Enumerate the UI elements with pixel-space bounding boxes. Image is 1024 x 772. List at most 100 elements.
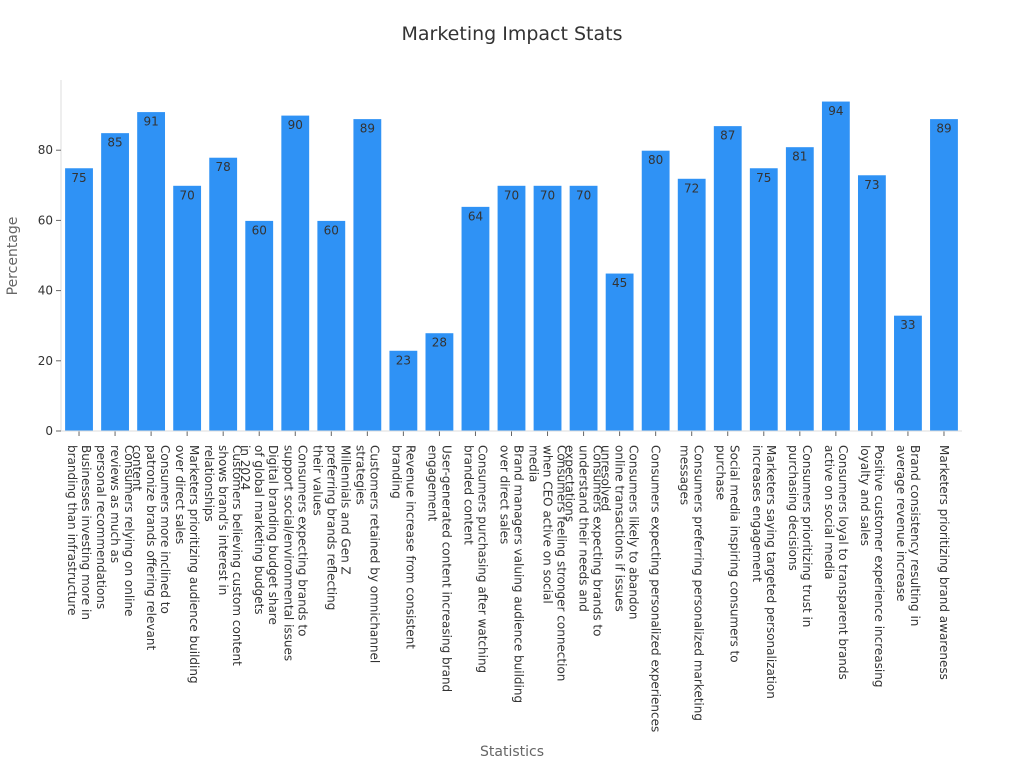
bar	[784, 146, 815, 432]
x-tick-label-line: of global marketing budgets	[252, 445, 266, 615]
x-tick-label-line: support social/environmental issues	[281, 445, 295, 661]
x-tick-label-line: media	[527, 445, 541, 482]
x-tick-label: Marketers saying targeted personalizatio…	[750, 445, 778, 699]
x-tick-label: Consumers preferring personalized market…	[678, 445, 706, 721]
x-tick-label-line: loyalty and sales	[858, 445, 872, 546]
x-tick-label: Marketers prioritizing audience building…	[173, 445, 201, 684]
bar-value-label: 72	[684, 181, 699, 195]
x-tick-label-line: Consumers purchasing after watching	[475, 445, 489, 673]
x-tick-label: Positive customer experience increasingl…	[858, 445, 886, 687]
bar-value-label: 60	[324, 223, 339, 237]
bar	[929, 118, 959, 432]
bar-value-label: 78	[216, 160, 231, 174]
bar	[568, 184, 599, 432]
bar	[820, 100, 851, 432]
x-tick-label-line: increases engagement	[750, 445, 764, 582]
bar-value-label: 70	[576, 188, 591, 202]
bar-value-label: 28	[432, 336, 447, 350]
bar-value-label: 80	[648, 153, 663, 167]
x-tick-label-line: understand their needs and	[577, 445, 591, 612]
bar-value-label: 89	[936, 122, 951, 136]
y-tick-label: 40	[38, 284, 53, 298]
x-tick-label: Marketers prioritizing brand awareness	[937, 445, 951, 680]
x-tick-label-line: Marketers prioritizing audience building	[187, 445, 201, 684]
x-tick-label-line: Consumers relying on online	[122, 445, 136, 616]
x-tick-label-line: their values	[310, 445, 324, 516]
x-tick-label: Customers retained by omnichannelstrateg…	[353, 445, 381, 663]
bar-value-label: 87	[720, 129, 735, 143]
x-tick-label-line: Marketers prioritizing brand awareness	[937, 445, 951, 680]
x-tick-label-line: Consumers expecting brands to	[591, 445, 605, 636]
bar	[532, 184, 563, 432]
x-tick-label-line: over direct sales	[498, 445, 512, 544]
x-tick-label-line: Consumers preferring personalized market…	[692, 445, 706, 721]
x-tick-label-line: engagement	[425, 445, 439, 522]
x-tick-label-line: Positive customer experience increasing	[872, 445, 886, 687]
bar	[640, 149, 671, 432]
x-tick-label-line: branding	[389, 445, 403, 499]
x-tick-label: Consumers expecting personalized experie…	[649, 445, 663, 732]
x-tick-label: Consumers feeling stronger connectionwhe…	[527, 445, 569, 681]
y-axis-title: Percentage	[5, 217, 21, 296]
x-tick-label: Customers believing custom contentshows …	[202, 445, 244, 666]
x-tick-label-line: Marketers saying targeted personalizatio…	[764, 445, 778, 699]
y-tick-label: 0	[45, 424, 53, 438]
x-tick-label: Consumers loyal to transparent brandsact…	[822, 445, 850, 680]
x-tick-label-line: Consumers feeling stronger connection	[555, 445, 569, 681]
bar	[712, 125, 743, 432]
bar-value-label: 94	[828, 104, 843, 118]
x-tick-label-line: strategies	[353, 445, 367, 505]
bar	[136, 111, 167, 432]
bar	[604, 272, 635, 432]
x-tick-label-line: branding than infrastructure	[65, 445, 79, 616]
bar	[172, 184, 203, 432]
bar-value-label: 73	[864, 178, 879, 192]
x-tick-label: Consumers expecting brands tounderstand …	[563, 445, 605, 636]
bar-value-label: 70	[540, 188, 555, 202]
bar	[893, 314, 923, 432]
x-tick-label: Brand managers valuing audience building…	[498, 445, 526, 703]
bar-value-label: 23	[396, 353, 411, 367]
bar	[280, 114, 311, 432]
x-tick-label-line: purchasing decisions	[786, 445, 800, 571]
x-tick-label-line: Digital branding budget share	[266, 445, 280, 625]
bar-value-label: 60	[252, 223, 267, 237]
x-tick-label-line: Customers retained by omnichannel	[367, 445, 381, 663]
x-tick-label-line: Millennials and Gen Z	[338, 445, 352, 575]
bar-value-label: 91	[143, 115, 158, 129]
bar	[460, 205, 491, 432]
y-tick-label: 80	[38, 143, 53, 157]
x-tick-label-line: Brand managers valuing audience building	[512, 445, 526, 703]
bar-value-label: 85	[107, 136, 122, 150]
x-tick-label-line: in 2024	[238, 445, 252, 490]
y-tick-label: 60	[38, 213, 53, 227]
bar	[100, 132, 130, 432]
x-tick-label-line: content	[130, 445, 144, 491]
bars-layer	[64, 100, 959, 432]
x-tick-label-line: Consumers likely to abandon	[627, 445, 641, 619]
x-tick-label: Consumers purchasing after watchingbrand…	[461, 445, 489, 673]
x-tick-label-line: active on social media	[822, 445, 836, 579]
x-tick-label-line: online transactions if issues	[613, 445, 627, 612]
bar-value-label: 81	[792, 150, 807, 164]
bar-value-label: 70	[179, 188, 194, 202]
bar	[64, 167, 94, 432]
x-axis-title: Statistics	[480, 744, 544, 760]
x-tick-label-line: unresolved	[599, 445, 613, 511]
bar-value-label: 75	[756, 171, 771, 185]
x-tick-label-line: Consumers expecting brands to	[295, 445, 309, 636]
bar-value-label: 90	[288, 118, 303, 132]
x-tick-label-line: Revenue increase from consistent	[403, 445, 417, 649]
bar	[424, 332, 455, 432]
bar-value-label: 64	[468, 209, 483, 223]
